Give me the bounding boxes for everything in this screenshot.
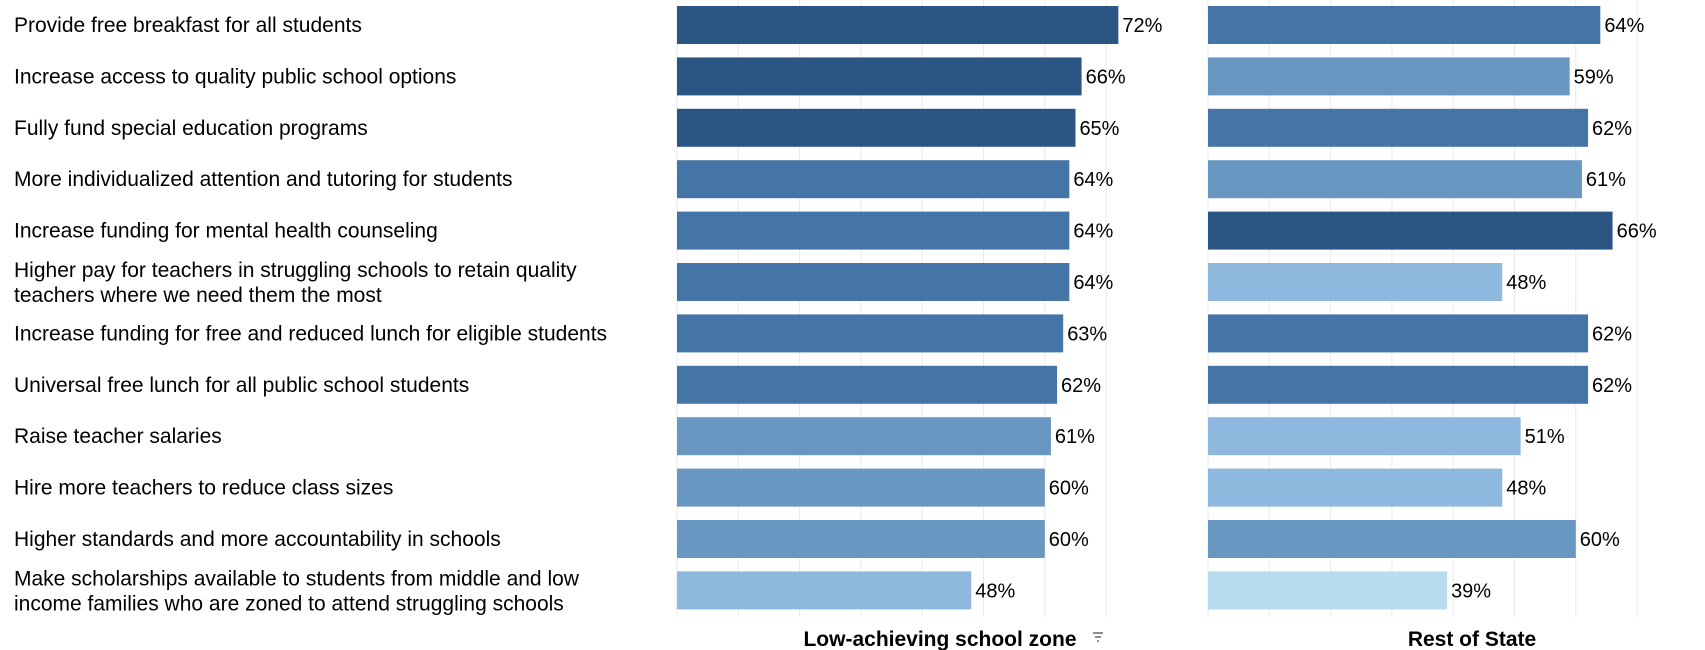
value-label: 63% bbox=[1067, 323, 1107, 345]
gridlines bbox=[676, 0, 1638, 617]
value-label: 72% bbox=[1122, 15, 1162, 37]
bar[interactable] bbox=[677, 468, 1045, 507]
category-label[interactable]: More individualized attention and tutori… bbox=[14, 168, 512, 191]
bar[interactable] bbox=[677, 417, 1051, 456]
bar[interactable] bbox=[1208, 211, 1613, 250]
category-label-line: Make scholarships available to students … bbox=[14, 567, 580, 590]
bar[interactable] bbox=[1208, 365, 1589, 404]
value-label: 62% bbox=[1592, 323, 1632, 345]
bar[interactable] bbox=[677, 160, 1070, 199]
bar[interactable] bbox=[677, 57, 1082, 96]
value-label: 61% bbox=[1586, 169, 1626, 191]
value-label: 60% bbox=[1049, 529, 1089, 551]
category-label[interactable]: Higher standards and more accountability… bbox=[14, 528, 501, 551]
value-label: 66% bbox=[1617, 221, 1657, 243]
bar[interactable] bbox=[677, 365, 1058, 404]
category-label[interactable]: Provide free breakfast for all students bbox=[14, 14, 362, 37]
category-label-line: teachers where we need them the most bbox=[14, 284, 382, 307]
category-labels: Provide free breakfast for all students I… bbox=[14, 14, 607, 615]
panel-title-rest-of-state[interactable]: Rest of State bbox=[1408, 628, 1536, 650]
bars bbox=[677, 6, 1613, 610]
bar[interactable] bbox=[677, 314, 1064, 353]
value-label: 64% bbox=[1604, 15, 1644, 37]
value-label: 64% bbox=[1073, 221, 1113, 243]
category-label[interactable]: Universal free lunch for all public scho… bbox=[14, 374, 469, 397]
category-label[interactable]: Increase funding for free and reduced lu… bbox=[14, 322, 607, 345]
bar[interactable] bbox=[677, 571, 972, 610]
category-label[interactable]: Increase access to quality public school… bbox=[14, 65, 456, 88]
value-label: 62% bbox=[1592, 375, 1632, 397]
bar[interactable] bbox=[677, 108, 1076, 147]
bar[interactable] bbox=[1208, 520, 1576, 558]
bar[interactable] bbox=[1208, 160, 1582, 199]
bar[interactable] bbox=[1208, 263, 1503, 301]
bar[interactable] bbox=[1208, 6, 1601, 44]
category-label[interactable]: Higher pay for teachers in struggling sc… bbox=[14, 259, 577, 307]
value-label: 65% bbox=[1079, 118, 1119, 140]
category-label-line: Higher pay for teachers in struggling sc… bbox=[14, 259, 577, 282]
category-label-line: income families who are zoned to attend … bbox=[14, 592, 564, 615]
bar[interactable] bbox=[677, 211, 1070, 250]
value-label: 51% bbox=[1525, 426, 1565, 448]
bar[interactable] bbox=[1208, 571, 1448, 610]
value-label: 48% bbox=[975, 580, 1015, 602]
value-label: 64% bbox=[1073, 272, 1113, 294]
bar[interactable] bbox=[677, 520, 1045, 558]
value-labels: 72% 66% 65% 64% 64% 64% 63% 62% 61% 60% 60% 48% 64% 5… bbox=[975, 15, 1657, 602]
bar[interactable] bbox=[1208, 57, 1570, 96]
bar[interactable] bbox=[677, 6, 1119, 44]
value-label: 48% bbox=[1506, 478, 1546, 500]
value-label: 61% bbox=[1055, 426, 1095, 448]
bar[interactable] bbox=[677, 263, 1070, 301]
sort-indicator-icon[interactable] bbox=[1093, 632, 1103, 642]
bar[interactable] bbox=[1208, 417, 1521, 456]
category-label[interactable]: Raise teacher salaries bbox=[14, 425, 222, 448]
value-label: 60% bbox=[1580, 529, 1620, 551]
value-label: 39% bbox=[1451, 580, 1491, 602]
category-label[interactable]: Increase funding for mental health couns… bbox=[14, 220, 438, 243]
bar[interactable] bbox=[1208, 314, 1589, 353]
bar[interactable] bbox=[1208, 108, 1589, 147]
value-label: 62% bbox=[1061, 375, 1101, 397]
bar[interactable] bbox=[1208, 468, 1503, 507]
category-label[interactable]: Make scholarships available to students … bbox=[14, 567, 580, 615]
value-label: 62% bbox=[1592, 118, 1632, 140]
panel-title-low-achieving[interactable]: Low-achieving school zone bbox=[803, 628, 1076, 650]
value-label: 64% bbox=[1073, 169, 1113, 191]
value-label: 59% bbox=[1574, 66, 1614, 88]
value-label: 66% bbox=[1086, 66, 1126, 88]
value-label: 60% bbox=[1049, 478, 1089, 500]
category-label[interactable]: Hire more teachers to reduce class sizes bbox=[14, 477, 393, 500]
value-label: 48% bbox=[1506, 272, 1546, 294]
category-label[interactable]: Fully fund special education programs bbox=[14, 117, 368, 140]
